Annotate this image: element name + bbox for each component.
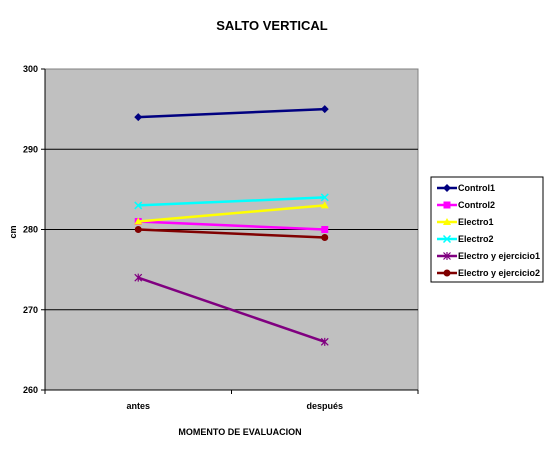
legend-label: Electro1 xyxy=(458,217,494,227)
series-line xyxy=(138,228,325,239)
series-line xyxy=(138,196,325,207)
x-tick-label: antes xyxy=(126,401,150,411)
series-3 xyxy=(134,201,329,225)
data-point xyxy=(134,201,143,210)
series-1 xyxy=(134,105,329,122)
y-tick-label: 270 xyxy=(23,305,38,315)
data-point xyxy=(320,337,329,346)
x-axis-ticks: antes después xyxy=(44,390,419,411)
legend-item: Control2 xyxy=(437,200,495,210)
legend-item: Electro1 xyxy=(437,217,494,227)
data-point xyxy=(134,273,143,282)
legend-item: Electro y ejercicio2 xyxy=(437,268,540,278)
legend-swatch-marker xyxy=(443,184,451,192)
data-point xyxy=(321,234,329,242)
y-tick-label: 280 xyxy=(23,225,38,235)
legend-swatch-marker xyxy=(443,218,451,225)
x-axis-title: MOMENTO DE EVALUACION xyxy=(178,427,301,437)
legend: Control1 Control2 Electro1 Electro2 Electro … xyxy=(437,183,540,278)
y-axis-title: cm xyxy=(8,225,18,238)
data-point xyxy=(134,113,143,122)
legend-swatch-marker xyxy=(443,252,451,260)
legend-label: Control2 xyxy=(458,200,495,210)
legend-box xyxy=(430,176,544,283)
data-point xyxy=(320,201,329,209)
legend-swatch-marker xyxy=(443,201,451,209)
legend-item: Electro y ejercicio1 xyxy=(437,251,540,261)
chart-title: SALTO VERTICAL xyxy=(216,18,328,33)
series-group xyxy=(134,105,329,346)
legend-item: Electro2 xyxy=(437,234,494,244)
legend-label: Electro2 xyxy=(458,234,494,244)
legend-label: Electro y ejercicio2 xyxy=(458,268,540,278)
series-line xyxy=(138,107,325,119)
data-point xyxy=(321,226,329,233)
series-5 xyxy=(134,273,329,346)
legend-label: Electro y ejercicio1 xyxy=(458,251,540,261)
y-tick-label: 290 xyxy=(23,144,38,154)
y-tick-label: 300 xyxy=(23,64,38,74)
legend-item: Control1 xyxy=(437,183,495,193)
series-line xyxy=(138,204,325,223)
y-tick-label: 260 xyxy=(23,385,38,395)
x-tick-label: después xyxy=(306,401,343,411)
data-point xyxy=(134,226,142,233)
data-point xyxy=(320,193,329,202)
data-point xyxy=(134,217,143,225)
series-6 xyxy=(134,226,329,242)
legend-swatch-marker xyxy=(443,269,451,277)
series-line xyxy=(137,276,326,344)
series-line xyxy=(138,220,325,231)
legend-label: Control1 xyxy=(458,183,495,193)
data-point xyxy=(320,105,329,114)
series-4 xyxy=(134,193,329,210)
legend-swatch-marker xyxy=(442,234,452,244)
